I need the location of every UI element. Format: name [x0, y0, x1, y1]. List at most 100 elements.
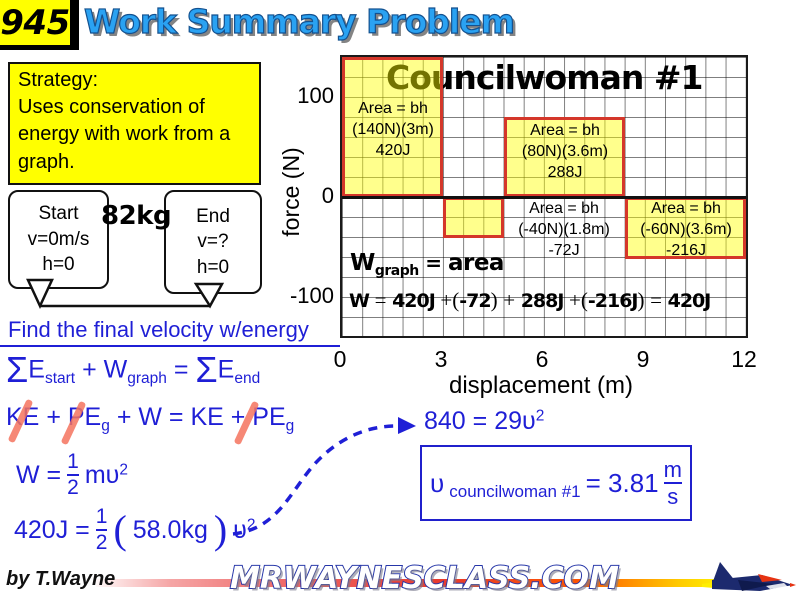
annotation-line: (80N)(3.6m)	[521, 142, 609, 160]
area-annotation-3: Area = bh (80N)(3.6m) 288J	[505, 121, 625, 183]
chart-bar-segment-1	[342, 57, 443, 197]
end-subscript: end	[234, 370, 261, 388]
y-axis-label: force (N)	[278, 147, 304, 237]
annotation-line: -72J	[548, 241, 580, 259]
seconds: s	[667, 484, 679, 509]
work-graph-equation: Wgraph = area	[350, 250, 504, 279]
one-half-fraction: 1 2	[95, 505, 108, 555]
upsilon: υ	[233, 515, 247, 544]
end-height: h=0	[196, 256, 230, 278]
plus-W: + W	[82, 355, 128, 384]
jet-red-stripe	[758, 574, 782, 582]
equals-sign: =	[425, 251, 442, 275]
jet-icon	[702, 562, 796, 591]
lhs: 420J =	[14, 515, 90, 544]
annotation-line: Area = bh	[651, 200, 721, 217]
jet-nose-tip	[790, 583, 796, 587]
annotation-line: (-60N)(3.6m)	[640, 220, 732, 238]
annotation-line: (-40N)(1.8m)	[518, 220, 610, 238]
denominator: 2	[95, 531, 108, 555]
final-answer-box: υ councilwoman #1 = 3.81 m s	[420, 445, 692, 521]
annotation-line: Area = bh	[529, 200, 599, 217]
denominator: 2	[67, 476, 79, 500]
mass-value: 82kg	[101, 201, 172, 231]
g-subscript: g	[101, 417, 110, 435]
ytick-neg100: -100	[289, 283, 334, 308]
m-per-s-fraction: m s	[663, 456, 682, 509]
upsilon: υ	[430, 467, 445, 498]
equals-value: = 3.81	[585, 467, 659, 498]
sigma-symbol: Σ	[195, 349, 218, 390]
squared: 2	[119, 461, 128, 479]
start-velocity: v=0m/s	[27, 228, 90, 250]
sum-total: 420J	[667, 290, 712, 312]
annotation-line: 420J	[375, 141, 411, 159]
mv: mυ	[84, 460, 120, 489]
start-subscript: start	[44, 370, 76, 388]
work-ke-formula: W = 1 2 mυ2	[16, 450, 128, 500]
close-paren: )	[213, 507, 228, 553]
x-axis-label: displacement (m)	[448, 372, 634, 399]
fraction-bar	[67, 474, 79, 477]
slide-number: 945	[0, 2, 70, 43]
zero-force-axis-line	[342, 196, 746, 199]
xtick-0: 0	[333, 346, 347, 372]
w-subscript: graph	[374, 263, 419, 279]
annotation-line: 288J	[547, 163, 583, 181]
sum-eq: =	[374, 288, 387, 312]
force-displacement-chart: Councilwoman #1 Area = bh (140N)(3m) 420…	[340, 55, 748, 338]
equals-sign: =	[173, 355, 196, 384]
sum-paren: (	[580, 288, 588, 312]
substituted-equation: 420J = 1 2 ( 58.0kg ) υ2	[14, 505, 255, 555]
strategy-box: Strategy: Uses conservation of energy wi…	[8, 62, 261, 185]
open-paren: (	[113, 507, 127, 553]
sum-term: 288J	[520, 290, 565, 312]
area-word: area	[447, 250, 504, 276]
councilwoman-subscript: councilwoman #1	[449, 482, 581, 501]
jet-exhaust	[702, 582, 714, 588]
sum-op: +	[569, 288, 581, 312]
jet-white-stripe	[766, 583, 788, 589]
author-credit: by T.Wayne	[6, 568, 116, 590]
slide-number-badge: 945	[0, 0, 79, 50]
strategy-line: graph.	[18, 150, 75, 173]
end-velocity: v=?	[197, 231, 229, 253]
lhs: W =	[16, 460, 62, 489]
text: 840 = 29υ	[424, 407, 536, 435]
sum-paren: )	[637, 288, 645, 312]
sum-paren: )	[490, 288, 498, 312]
xtick-9: 9	[636, 346, 650, 372]
annotation-line: -216J	[665, 241, 707, 259]
arrow-head-icon	[398, 417, 416, 434]
area-annotation-2: Area = bh (-40N)(1.8m) -72J	[502, 199, 626, 261]
w-symbol: W	[350, 250, 375, 276]
annotation-line: (140N)(3m)	[352, 120, 434, 138]
sum-lhs: W	[349, 290, 370, 312]
annotation-line: Area = bh	[358, 100, 428, 117]
xtick-3: 3	[434, 346, 448, 372]
chart-title: Councilwoman #1	[386, 58, 703, 97]
squared: 2	[246, 516, 256, 534]
sigma-symbol: Σ	[6, 349, 29, 390]
fraction-bar	[95, 529, 108, 532]
simplified-equation: 840 = 29υ2	[424, 407, 544, 436]
mass-value: 58.0kg	[132, 515, 208, 544]
ytick-0: 0	[321, 183, 334, 208]
sum-op: +	[440, 288, 453, 312]
sum-eq: =	[650, 288, 662, 312]
xtick-6: 6	[535, 346, 549, 372]
chart-bar-segment-3	[504, 117, 625, 197]
solution-heading: Find the final velocity w/energy	[8, 317, 309, 342]
sum-term: 420J	[392, 290, 436, 312]
numerator: 1	[95, 505, 108, 528]
v-term: υ2	[233, 516, 255, 545]
chart-bar-segment-2	[443, 197, 504, 238]
graph-subscript: graph	[127, 370, 167, 388]
chart-bar-segment-4	[625, 197, 746, 259]
energy-sum-equation: ΣEstart + Wgraph = ΣEend	[6, 352, 260, 388]
start-height: h=0	[42, 254, 75, 276]
arrow-curve	[232, 424, 397, 536]
meters: m	[663, 456, 682, 482]
sum-op: +	[503, 288, 516, 312]
end-conditions-bubble: End v=? h=0	[164, 190, 262, 294]
